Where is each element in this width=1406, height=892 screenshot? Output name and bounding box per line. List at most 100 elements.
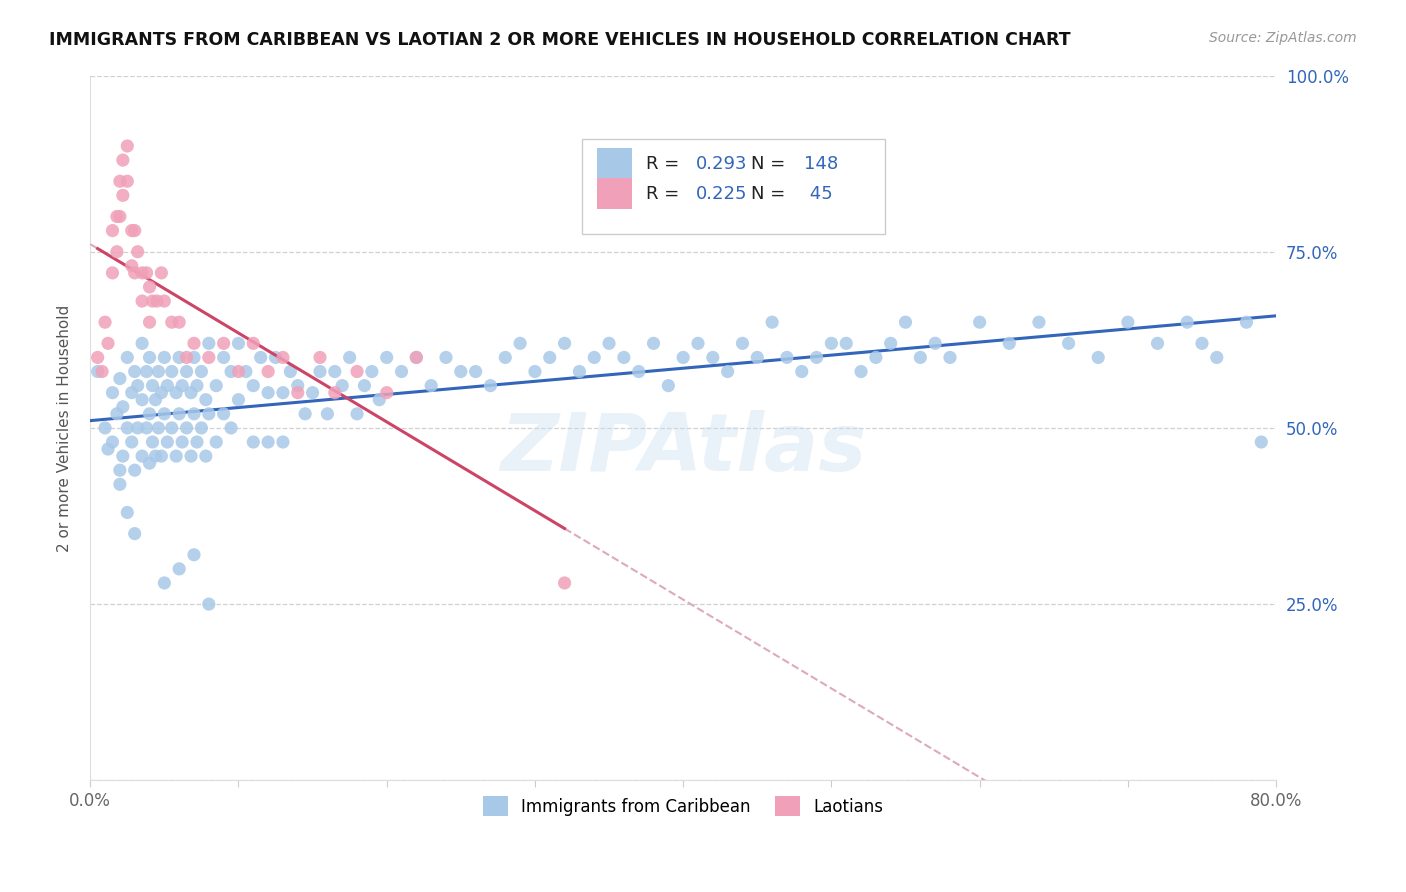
Point: [554, 336, 576, 351]
Point: [346, 365, 368, 379]
Point: [1191, 336, 1213, 351]
Point: [101, 435, 124, 450]
Point: [135, 365, 157, 379]
Point: [94, 421, 117, 435]
Point: [1250, 435, 1272, 450]
Point: [117, 506, 139, 520]
Point: [108, 477, 131, 491]
Point: [731, 336, 754, 351]
Point: [235, 365, 257, 379]
Point: [264, 351, 287, 365]
Text: 148: 148: [804, 155, 838, 173]
Point: [150, 449, 173, 463]
Point: [190, 421, 212, 435]
Point: [353, 378, 375, 392]
Point: [717, 365, 740, 379]
Point: [761, 315, 783, 329]
Point: [194, 392, 217, 407]
Point: [146, 293, 169, 308]
Point: [219, 421, 242, 435]
Point: [124, 266, 146, 280]
Point: [450, 365, 472, 379]
Point: [301, 385, 323, 400]
Point: [375, 351, 398, 365]
Point: [131, 293, 153, 308]
Point: [257, 365, 280, 379]
Point: [583, 351, 606, 365]
Point: [153, 407, 176, 421]
Point: [172, 435, 194, 450]
Point: [249, 351, 271, 365]
Point: [294, 407, 316, 421]
Point: [464, 365, 486, 379]
Point: [323, 385, 346, 400]
Point: [94, 315, 117, 329]
Point: [879, 336, 901, 351]
Point: [1175, 315, 1198, 329]
Point: [420, 378, 443, 392]
Point: [360, 365, 382, 379]
Point: [131, 266, 153, 280]
Point: [124, 365, 146, 379]
Point: [121, 259, 143, 273]
Point: [375, 385, 398, 400]
Point: [287, 385, 309, 400]
Point: [127, 244, 149, 259]
Point: [790, 365, 813, 379]
Point: [121, 223, 143, 237]
Point: [643, 336, 665, 351]
Point: [523, 365, 546, 379]
Point: [108, 463, 131, 477]
Point: [101, 223, 124, 237]
Point: [121, 435, 143, 450]
Point: [323, 365, 346, 379]
Point: [479, 378, 502, 392]
Point: [190, 365, 212, 379]
Point: [167, 562, 190, 576]
Point: [101, 266, 124, 280]
Point: [176, 351, 198, 365]
Point: [141, 378, 163, 392]
Bar: [596, 148, 633, 180]
Point: [747, 351, 769, 365]
Point: [309, 351, 332, 365]
Point: [316, 407, 339, 421]
Point: [183, 351, 205, 365]
Point: [405, 351, 427, 365]
Point: [117, 174, 139, 188]
Point: [165, 449, 187, 463]
Point: [924, 336, 946, 351]
Point: [153, 351, 176, 365]
Text: IMMIGRANTS FROM CARIBBEAN VS LAOTIAN 2 OR MORE VEHICLES IN HOUSEHOLD CORRELATION: IMMIGRANTS FROM CARIBBEAN VS LAOTIAN 2 O…: [49, 31, 1071, 49]
Point: [145, 392, 167, 407]
Point: [1116, 315, 1139, 329]
Point: [117, 351, 139, 365]
Point: [198, 351, 221, 365]
Point: [105, 210, 128, 224]
Point: [131, 449, 153, 463]
Point: [657, 378, 679, 392]
Point: [1057, 336, 1080, 351]
Point: [212, 336, 235, 351]
Point: [568, 365, 591, 379]
Point: [141, 293, 163, 308]
Point: [910, 351, 932, 365]
Point: [186, 378, 208, 392]
Text: Source: ZipAtlas.com: Source: ZipAtlas.com: [1209, 31, 1357, 45]
Point: [865, 351, 887, 365]
Point: [160, 365, 183, 379]
Text: ZIPAtlas: ZIPAtlas: [501, 410, 866, 488]
Point: [287, 378, 309, 392]
Point: [150, 385, 173, 400]
Point: [160, 421, 183, 435]
Point: [108, 174, 131, 188]
Point: [124, 526, 146, 541]
Point: [368, 392, 391, 407]
Point: [1146, 336, 1168, 351]
Point: [131, 392, 153, 407]
Point: [820, 336, 842, 351]
Point: [309, 365, 332, 379]
Point: [150, 266, 173, 280]
Point: [1205, 351, 1227, 365]
Point: [124, 463, 146, 477]
